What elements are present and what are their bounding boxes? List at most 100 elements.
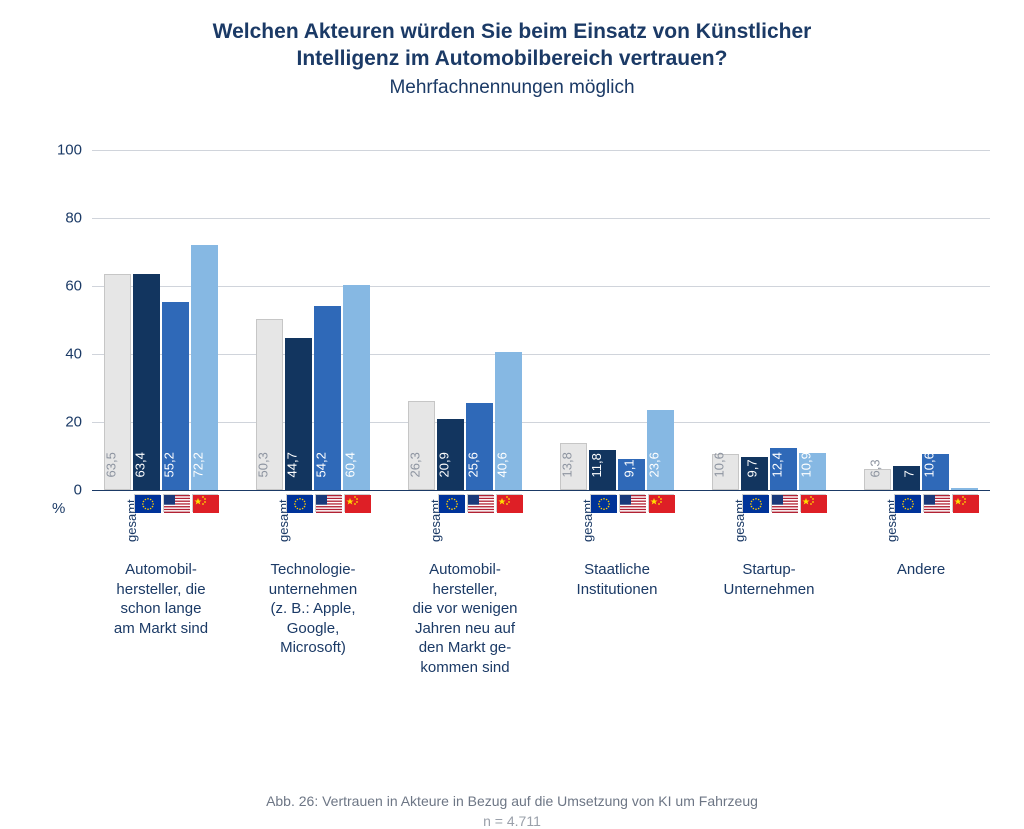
bar-value-label: 23,6 — [646, 452, 661, 477]
flag-cn-icon — [192, 494, 218, 512]
chart-title-line1: Welchen Akteuren würden Sie beim Einsatz… — [0, 18, 1024, 45]
gridline — [92, 218, 990, 219]
chart-title-line2: Intelligenz im Automobilbereich vertraue… — [0, 45, 1024, 72]
y-tick: 20 — [65, 414, 82, 431]
bar-value-label: 13,8 — [559, 452, 574, 477]
bar-eu: 9,7 — [741, 457, 768, 490]
bar-us: 25,6 — [466, 403, 493, 490]
bar-eu: 11,8 — [589, 450, 616, 490]
bar-value-label: 63,4 — [132, 452, 147, 477]
bar-cn: 60,4 — [343, 285, 370, 490]
bar-cn: 0,2 — [951, 488, 978, 490]
bar-group: 10,6 9,7 12,4 10,9 — [712, 150, 826, 490]
gridline — [92, 286, 990, 287]
bar-value-label: 44,7 — [284, 452, 299, 477]
chart-title-block: Welchen Akteuren würden Sie beim Einsatz… — [0, 0, 1024, 99]
bar-value-label: 10,6 — [921, 452, 936, 477]
bar-value-label: 10,6 — [711, 452, 726, 477]
bar-eu: 63,4 — [133, 274, 160, 490]
flag-eu-icon — [590, 494, 616, 512]
figure-caption: Abb. 26: Vertrauen in Akteure in Bezug a… — [0, 793, 1024, 809]
category-label: Automobil-hersteller, dieschon langeam M… — [86, 560, 236, 638]
bar-cn: 23,6 — [647, 410, 674, 490]
bar-group: 63,5 63,4 55,2 72,2 — [104, 150, 218, 490]
bar-gesamt: 10,6 — [712, 454, 739, 490]
bar-value-label: 6,3 — [867, 459, 882, 477]
category-label: Startup-Unternehmen — [694, 560, 844, 599]
y-unit-label: % — [52, 500, 65, 517]
bar-us: 54,2 — [314, 306, 341, 490]
bar-us: 55,2 — [162, 302, 189, 490]
flag-cn-icon — [496, 494, 522, 512]
bar-value-label: 55,2 — [161, 452, 176, 477]
group-icons: gesamt — [104, 492, 218, 526]
bar-value-label: 11,8 — [589, 453, 604, 477]
y-axis: 020406080100 — [40, 150, 88, 490]
category-label: Andere — [846, 560, 996, 580]
flag-eu-icon — [134, 494, 160, 512]
bar-value-label: 9,7 — [744, 459, 759, 477]
bar-value-label: 7 — [901, 470, 916, 477]
chart-area: 020406080100 % 63,563,455,272,250,344,75… — [40, 150, 990, 490]
y-tick: 80 — [65, 210, 82, 227]
bar-gesamt: 26,3 — [408, 401, 435, 490]
bar-gesamt: 13,8 — [560, 443, 587, 490]
chart-page: { "title": { "line1": "Welchen Akteuren … — [0, 0, 1024, 746]
bar-cn: 40,6 — [495, 352, 522, 490]
bar-group: 50,3 44,7 54,2 60,4 — [256, 150, 370, 490]
bar-us: 9,1 — [618, 459, 645, 490]
flag-us-icon — [163, 494, 189, 512]
bar-value-label: 20,9 — [436, 452, 451, 477]
bar-value-label: 9,1 — [621, 459, 636, 477]
group-icons: gesamt — [560, 492, 674, 526]
flag-cn-icon — [952, 494, 978, 512]
plot-area: 63,5 63,4 55,2 72,2 50,3 44,7 54,2 60,4 26,3 20,9… — [92, 150, 990, 490]
category-label: Technologie-unternehmen(z. B.: Apple,Goo… — [238, 560, 388, 658]
category-label: StaatlicheInstitutionen — [542, 560, 692, 599]
group-icons: gesamt — [408, 492, 522, 526]
flag-us-icon — [923, 494, 949, 512]
flag-cn-icon — [800, 494, 826, 512]
y-tick: 40 — [65, 346, 82, 363]
bar-value-label: 50,3 — [255, 452, 270, 477]
flag-cn-icon — [344, 494, 370, 512]
bar-value-label: 25,6 — [465, 452, 480, 477]
x-axis-line — [92, 490, 990, 491]
bar-us: 10,6 — [922, 454, 949, 490]
bar-cn: 72,2 — [191, 245, 218, 490]
flag-us-icon — [467, 494, 493, 512]
y-tick: 0 — [74, 482, 82, 499]
bar-eu: 44,7 — [285, 338, 312, 490]
flag-eu-icon — [438, 494, 464, 512]
bar-value-label: 10,9 — [798, 452, 813, 477]
bar-group: 13,8 11,8 9,1 23,6 — [560, 150, 674, 490]
chart-subtitle: Mehrfachnennungen möglich — [0, 77, 1024, 99]
bar-gesamt: 50,3 — [256, 319, 283, 490]
bar-value-label: 72,2 — [190, 452, 205, 477]
group-icons: gesamt — [256, 492, 370, 526]
bar-group: 26,3 20,9 25,6 40,6 — [408, 150, 522, 490]
group-icons: gesamt — [712, 492, 826, 526]
flag-us-icon — [315, 494, 341, 512]
y-tick: 60 — [65, 278, 82, 295]
bar-value-label: 60,4 — [342, 452, 357, 477]
bar-value-label: 63,5 — [103, 452, 118, 477]
bar-eu: 7 — [893, 466, 920, 490]
bar-gesamt: 63,5 — [104, 274, 131, 490]
flag-eu-icon — [894, 494, 920, 512]
gridline — [92, 354, 990, 355]
bar-group: 6,3 7 10,6 0,2 — [864, 150, 978, 490]
bar-value-label: 40,6 — [494, 452, 509, 477]
sample-size: n = 4.711 — [0, 813, 1024, 829]
y-tick: 100 — [57, 142, 82, 159]
bar-eu: 20,9 — [437, 419, 464, 490]
gridline — [92, 422, 990, 423]
category-label: Automobil-hersteller,die vor wenigenJahr… — [390, 560, 540, 677]
x-axis-icons: gesamt gesamt gesamt gesamt gesamt gesamt — [92, 492, 990, 526]
bar-value-label: 26,3 — [407, 452, 422, 477]
flag-eu-icon — [286, 494, 312, 512]
group-icons: gesamt — [864, 492, 978, 526]
bar-value-label: 12,4 — [769, 452, 784, 477]
flag-cn-icon — [648, 494, 674, 512]
bar-value-label: 54,2 — [313, 452, 328, 477]
